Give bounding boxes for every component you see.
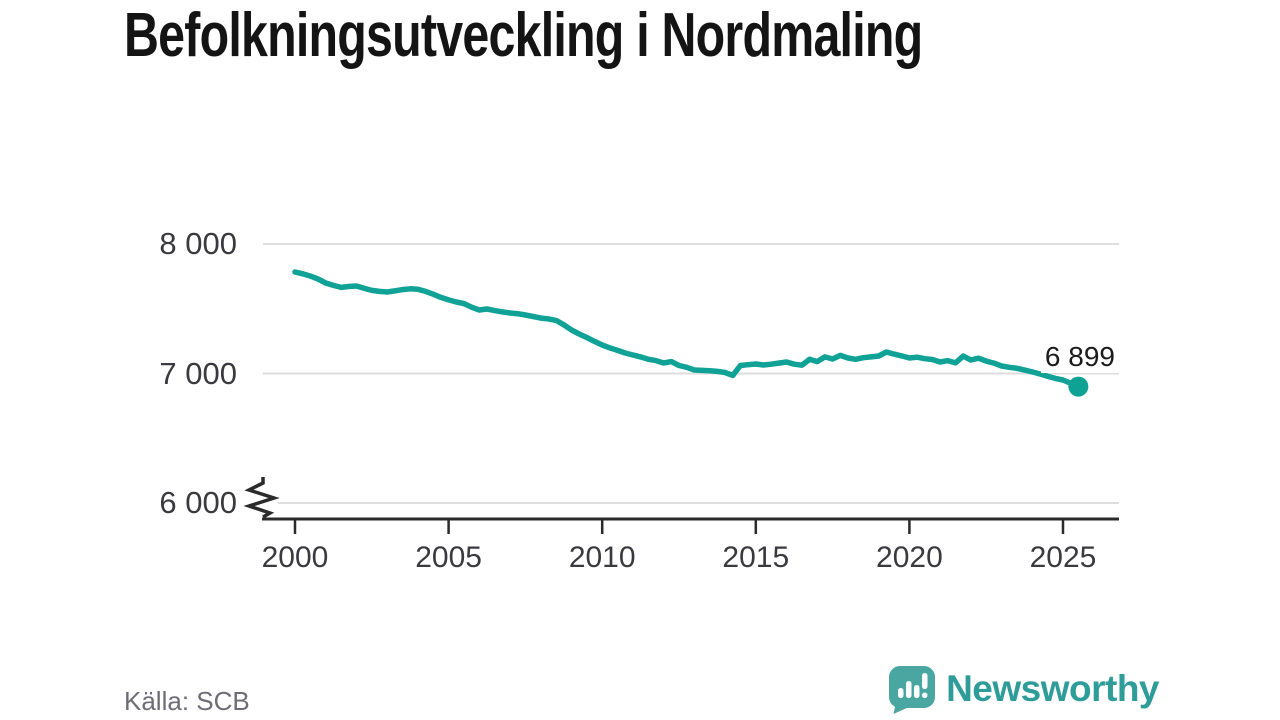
- logo-bar-3: [914, 685, 920, 698]
- axis-break-icon: [243, 477, 280, 519]
- newsworthy-brand: Newsworthy: [887, 664, 1159, 714]
- x-tick-label: 2020: [876, 541, 943, 574]
- y-tick-label: 6 000: [159, 485, 237, 520]
- x-tick-label: 2015: [722, 541, 790, 574]
- x-tick-label: 2025: [1029, 541, 1097, 574]
- logo-exclamation-stem: [922, 673, 928, 689]
- logo-bar-1: [898, 688, 904, 698]
- x-tick-label: 2010: [568, 541, 636, 574]
- logo-exclamation-dot: [922, 692, 928, 698]
- latest-point-marker: [1068, 376, 1089, 397]
- y-tick-label: 8 000: [159, 226, 237, 261]
- page-title: Befolkningsutveckling i Nordmaling: [124, 1, 923, 70]
- population-line: [292, 269, 1082, 390]
- latest-value-label: 6 899: [1040, 341, 1119, 373]
- source-label: Källa: SCB: [124, 686, 250, 716]
- newsworthy-logo-icon: [889, 666, 936, 714]
- y-tick-label: 7 000: [159, 355, 237, 391]
- newsworthy-wordmark: Newsworthy: [946, 668, 1159, 709]
- x-tick-label: 2000: [261, 541, 329, 574]
- logo-bar-2: [906, 681, 912, 698]
- x-tick-label: 2005: [415, 541, 482, 574]
